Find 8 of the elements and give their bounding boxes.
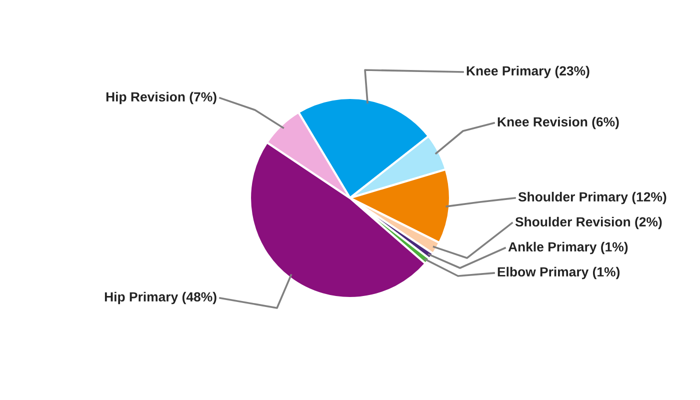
- slice-label: Knee Primary (23%): [466, 66, 590, 78]
- slice-label: Hip Revision (7%): [106, 92, 216, 104]
- slice-label: Knee Revision (6%): [498, 116, 619, 130]
- slice-label: Elbow Primary (1%): [498, 266, 620, 280]
- slice-label: Ankle Primary (1%): [508, 242, 628, 254]
- slice-label: Hip Primary (48%): [104, 292, 216, 304]
- slice-label: Shoulder Primary (12%): [518, 192, 666, 204]
- slice-label: Shoulder Revision (2%): [515, 216, 662, 230]
